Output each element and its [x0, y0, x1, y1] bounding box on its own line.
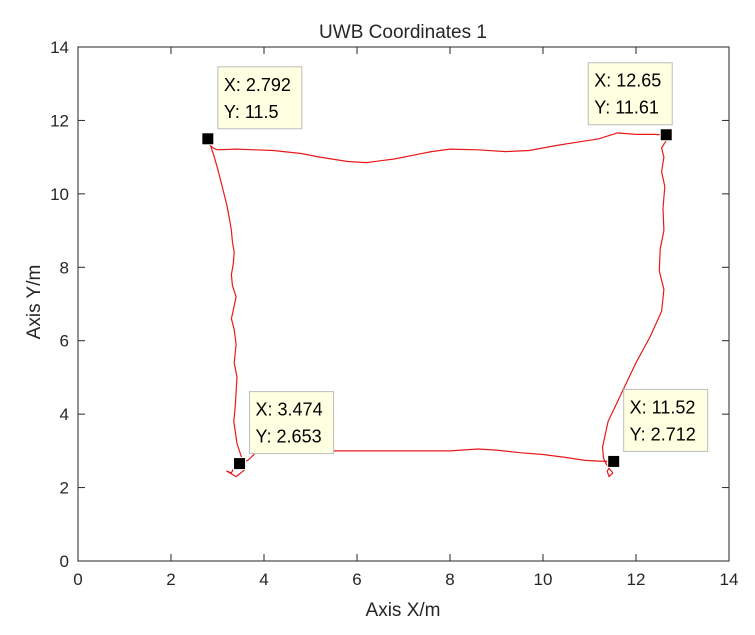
datatip-marker	[659, 128, 673, 142]
y-tick-label: 4	[60, 405, 69, 424]
x-tick-label: 0	[73, 570, 82, 589]
datatip-box	[249, 391, 335, 455]
y-tick-label: 0	[60, 552, 69, 571]
datatip-marker	[607, 454, 621, 468]
x-tick-label: 10	[534, 570, 553, 589]
y-axis-label: Axis Y/m	[24, 265, 45, 340]
datatip-y-label: Y: 11.61	[594, 98, 659, 118]
x-tick-label: 2	[166, 570, 175, 589]
chart-title: UWB Coordinates 1	[319, 22, 487, 43]
datatip-x-label: X: 12.65	[594, 71, 661, 91]
datatip-x-label: X: 11.52	[630, 397, 696, 417]
y-tick-label: 12	[50, 111, 69, 130]
datatip-x-label: X: 3.474	[256, 400, 323, 420]
y-tick-label: 14	[50, 38, 69, 57]
plot-area: 0 2 4 6 8 10 12 14 0 2 4 6 8 10 12 14 X: 2.792 Y: 11.5 X: …	[50, 38, 738, 589]
x-tick-label: 8	[445, 570, 454, 589]
x-tick-label: 12	[627, 570, 646, 589]
datatip-box	[217, 66, 303, 130]
y-tick-label: 8	[60, 258, 69, 277]
datatip-marker	[233, 457, 247, 471]
y-tick-label: 6	[60, 332, 69, 351]
x-axis-label: Axis X/m	[366, 600, 441, 621]
datatip-marker	[201, 132, 215, 146]
x-tick-label: 4	[259, 570, 268, 589]
x-tick-label: 6	[352, 570, 361, 589]
y-tick-label: 2	[60, 479, 69, 498]
x-tick-label: 14	[720, 570, 739, 589]
datatip-x-label: X: 2.792	[224, 75, 291, 95]
datatip-y-label: Y: 2.653	[256, 427, 322, 447]
datatip-y-label: Y: 11.5	[224, 102, 279, 122]
datatip-box	[623, 388, 709, 452]
datatip-y-label: Y: 2.712	[630, 424, 696, 444]
datatip-box	[587, 62, 673, 126]
y-tick-label: 10	[50, 185, 69, 204]
